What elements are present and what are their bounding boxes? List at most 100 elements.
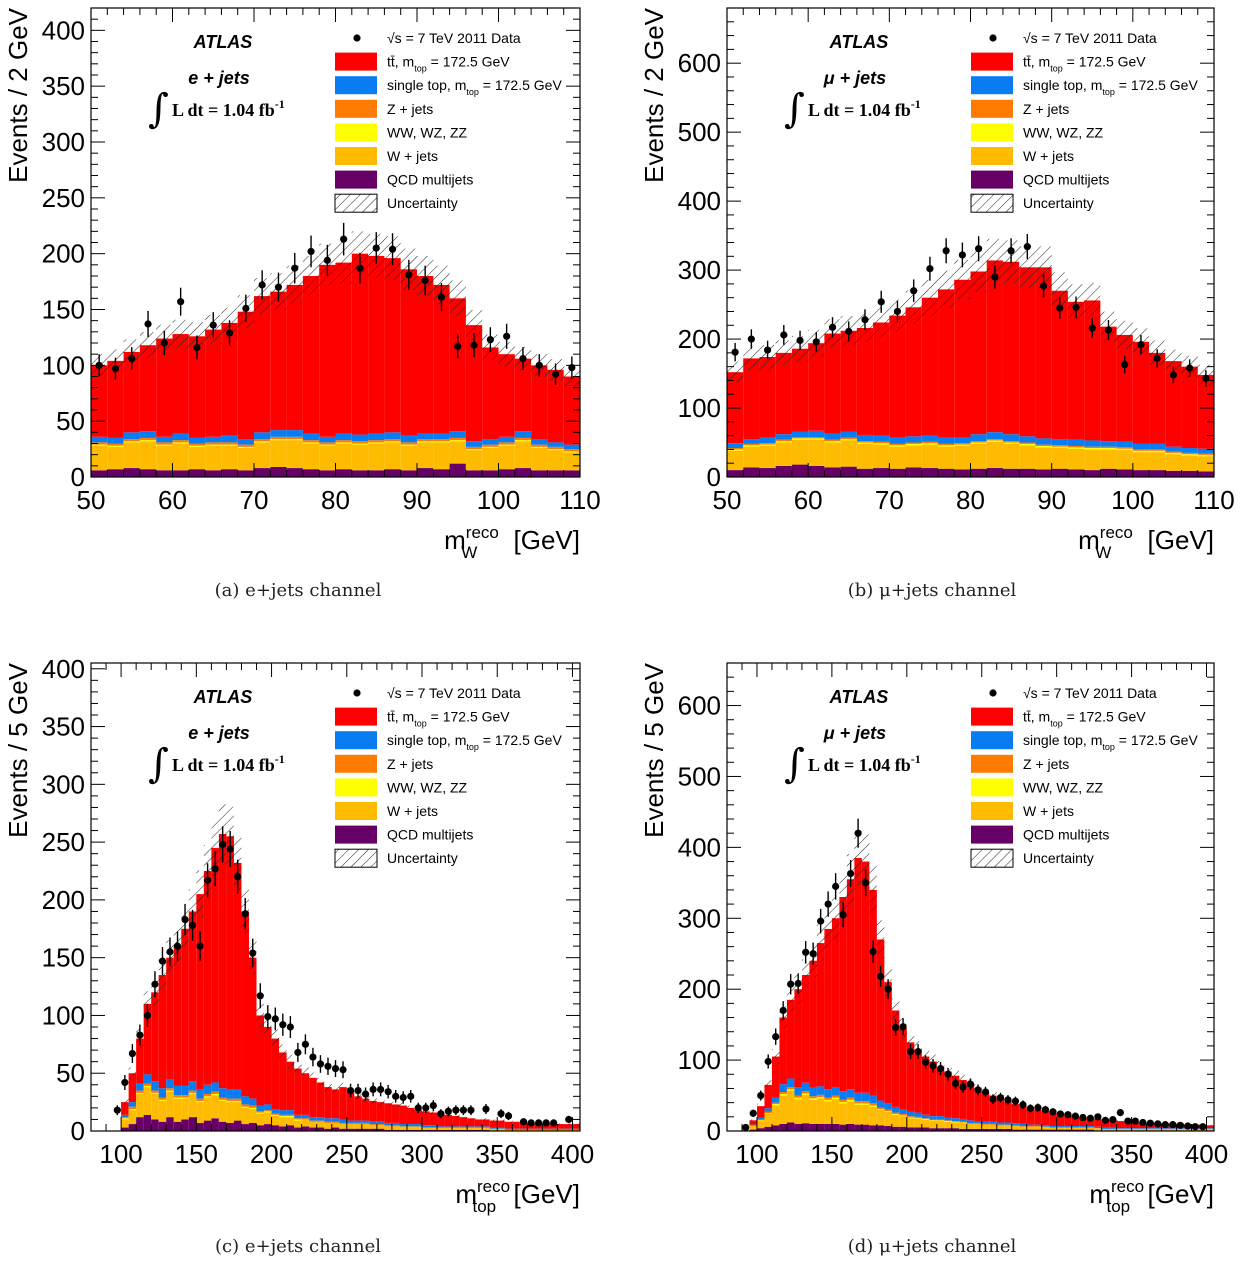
bar-zjets [254, 439, 271, 442]
bar-zjets [1067, 445, 1085, 448]
data-point [128, 1049, 136, 1058]
bar-zjets [974, 1123, 982, 1124]
legend-swatch-ttbar [335, 52, 377, 71]
bar-single_top [743, 439, 760, 444]
bar-wjets [188, 1094, 197, 1118]
bar-single_top [302, 433, 320, 441]
data-point [225, 329, 234, 337]
bar-single_top [531, 439, 548, 445]
bar-wjets [856, 443, 874, 469]
bar-wjets [986, 441, 1003, 469]
lumi-label: L dt = 1.04 fb-1 [808, 752, 921, 775]
data-point [323, 256, 331, 264]
y-tick-label: 0 [71, 1116, 85, 1146]
bar-single_top [1116, 1128, 1125, 1129]
data-point [241, 910, 249, 918]
data-point [861, 316, 869, 324]
bar-ttbar [1002, 261, 1020, 435]
bar-diboson [891, 1113, 900, 1115]
bar-wjets [226, 1102, 234, 1123]
uncertainty-band [572, 1123, 580, 1125]
bar-single_top [996, 1122, 1005, 1125]
bar-single_top [854, 1092, 862, 1102]
bar-qcd [346, 1128, 355, 1131]
data-point [884, 985, 892, 993]
bar-qcd [959, 1128, 967, 1131]
x-axis-label: mreco top [GeV] [1089, 1177, 1214, 1216]
bar-wjets [173, 1098, 182, 1122]
bar-zjets [986, 439, 1003, 441]
data-point [854, 829, 862, 837]
bar-ttbar [237, 311, 254, 440]
bar-qcd [1002, 468, 1020, 477]
data-point [503, 332, 511, 340]
bar-zjets [107, 443, 124, 446]
bar-wjets [489, 1128, 498, 1131]
bar-zjets [779, 1092, 787, 1095]
bar-single_top [188, 1081, 197, 1091]
bar-single_top [1019, 1123, 1027, 1127]
data-point [1139, 1118, 1147, 1127]
uncertainty-band [564, 1123, 573, 1125]
caption-c: (c) e+jets channel [214, 1236, 382, 1257]
uncertainty-band [876, 920, 885, 959]
bar-diboson [121, 1118, 129, 1120]
bar-ttbar [839, 897, 847, 1092]
bar-ttbar [808, 343, 825, 431]
bar-zjets [188, 1090, 197, 1093]
data-point [1154, 1120, 1162, 1128]
x-tick-label: 50 [713, 485, 742, 515]
bar-ttbar [840, 330, 857, 432]
bar-diboson [824, 1099, 832, 1102]
y-tick-label: 200 [678, 974, 721, 1004]
bar-diboson [351, 443, 369, 445]
bar-qcd [974, 1128, 982, 1131]
uncertainty-band [756, 1103, 765, 1109]
bar-wjets [459, 1127, 468, 1130]
legend-swatch-zjets [971, 754, 1013, 773]
bar-diboson [938, 445, 955, 447]
bar-ttbar [256, 1015, 265, 1106]
bar-ttbar [143, 1003, 152, 1075]
data-point [796, 336, 804, 345]
data-point [535, 361, 543, 369]
bar-qcd [286, 468, 303, 477]
bar-single_top [824, 433, 841, 440]
bar-diboson [211, 1094, 219, 1096]
bar-single_top [400, 435, 417, 443]
bar-qcd [996, 1128, 1005, 1131]
data-point [274, 283, 283, 291]
data-point [764, 1057, 772, 1066]
uncertainty-band [339, 1082, 347, 1092]
bar-qcd [824, 467, 841, 477]
bar-qcd [331, 1127, 340, 1131]
bar-zjets [801, 1091, 810, 1094]
data-point [959, 1083, 967, 1091]
bar-qcd [376, 1128, 385, 1131]
bar-wjets [808, 439, 825, 466]
bar-wjets [324, 1122, 332, 1129]
bar-qcd [254, 468, 271, 477]
bar-ttbar [498, 354, 515, 437]
bar-single_top [786, 1078, 795, 1088]
data-point [527, 1119, 535, 1127]
bar-zjets [775, 439, 792, 442]
bar-zjets [286, 1114, 295, 1116]
uncertainty-band [497, 1119, 505, 1122]
bar-diboson [816, 1096, 825, 1099]
bar-single_top [429, 1125, 438, 1128]
bar-single_top [1034, 1124, 1042, 1127]
bar-qcd [226, 1122, 234, 1131]
bar-single_top [840, 431, 857, 438]
legend-marker-data [989, 689, 997, 697]
bar-ttbar [91, 365, 108, 437]
bar-single_top [254, 432, 271, 440]
y-tick-label: 0 [707, 1116, 721, 1146]
bar-zjets [1019, 1126, 1027, 1127]
bar-wjets [759, 445, 776, 469]
y-tick-label: 400 [678, 832, 721, 862]
data-point [1101, 1116, 1109, 1124]
bar-ttbar [384, 1103, 392, 1123]
bar-single_top [563, 444, 580, 450]
data-point [459, 1106, 467, 1114]
